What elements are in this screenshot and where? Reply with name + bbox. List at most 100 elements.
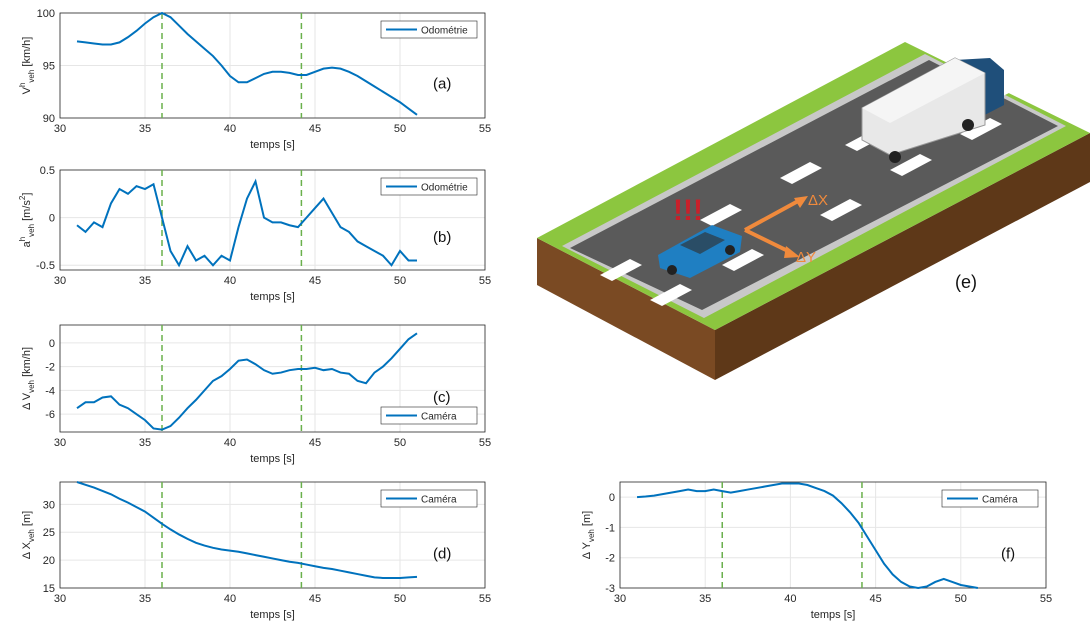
- y-axis-label-part: Δ X: [21, 541, 33, 559]
- soil-right: [715, 133, 1090, 380]
- y-axis-label-part: [m]: [581, 511, 593, 529]
- y-axis-label: Vhveh [km/h]: [18, 37, 36, 95]
- legend-box: [941, 489, 1039, 508]
- chart: 30 35 40 45 50 55 15 20 25 30 temps [s] Δ Xveh [m] (…: [21, 481, 491, 621]
- axes-frame: [59, 481, 486, 589]
- y-tick-label: -1: [605, 522, 615, 534]
- y-tick-label: 20: [43, 555, 55, 567]
- y-axis-label-part: Δ V: [21, 392, 33, 410]
- y-axis-label: ahveh [m/s2]: [18, 193, 36, 248]
- y-axis-label-part: [km/h]: [21, 347, 33, 380]
- x-axis-label: temps [s]: [250, 453, 295, 465]
- y-tick-label: -3: [605, 583, 615, 595]
- legend-label: Caméra: [421, 495, 457, 506]
- legend-box: [380, 20, 478, 39]
- x-tick-label: 30: [54, 123, 66, 135]
- panel-label: (b): [433, 229, 451, 246]
- y-axis-label: Δ Vveh [km/h]: [21, 347, 36, 410]
- x-tick-label: 55: [1040, 593, 1052, 605]
- y-axis-label: Δ Yveh [m]: [581, 511, 596, 559]
- chart: 30 35 40 45 50 55 -0.5 0 0.5 temps [s] ahveh [m/s2…: [18, 165, 491, 303]
- y-tick-label: 0: [49, 338, 55, 350]
- x-tick-label: 50: [955, 593, 967, 605]
- x-tick-label: 45: [309, 275, 321, 287]
- x-tick-label: 40: [784, 593, 796, 605]
- x-tick-label: 45: [309, 593, 321, 605]
- x-tick-label: 45: [869, 593, 881, 605]
- panel-label: (e): [955, 272, 977, 292]
- data-line: [76, 481, 418, 579]
- y-axis-label-part: veh: [27, 70, 36, 83]
- legend-label: Odométrie: [421, 26, 468, 37]
- legend-box: [380, 489, 478, 508]
- warning: !!!: [673, 194, 703, 227]
- y-axis-label-part: Δ Y: [581, 541, 593, 559]
- y-tick-label: 90: [43, 113, 55, 125]
- x-tick-label: 45: [309, 123, 321, 135]
- legend-label: Caméra: [982, 495, 1018, 506]
- x-tick-label: 35: [699, 593, 711, 605]
- data-line: [76, 178, 417, 268]
- x-tick-label: 30: [54, 593, 66, 605]
- x-tick-label: 30: [54, 275, 66, 287]
- chart: 30 35 40 45 50 55 -3 -2 -1 0 temps [s] Δ Yveh [m] (f…: [581, 481, 1052, 621]
- y-tick-label: 0.5: [40, 165, 55, 177]
- arrows: [744, 196, 808, 258]
- x-tick-label: 40: [224, 593, 236, 605]
- x-tick-label: 55: [479, 593, 491, 605]
- x-tick-label: 35: [139, 593, 151, 605]
- y-axis-label-part: [m/s: [21, 200, 33, 224]
- y-axis-label-part: veh: [27, 380, 36, 393]
- x-tick-label: 45: [309, 437, 321, 449]
- x-tick-label: 30: [54, 437, 66, 449]
- x-tick-label: 40: [224, 437, 236, 449]
- panel-label: (c): [433, 389, 451, 406]
- legend-label: Caméra: [421, 412, 457, 423]
- y-axis-label-part: V: [21, 86, 33, 94]
- panel-label: (a): [433, 76, 451, 93]
- x-tick-label: 30: [614, 593, 626, 605]
- y-tick-label: 25: [43, 527, 55, 539]
- x-tick-label: 55: [479, 437, 491, 449]
- x-axis-label: temps [s]: [811, 609, 856, 621]
- y-axis-label-part: 2: [18, 195, 27, 200]
- y-axis-label-part: h: [18, 237, 27, 241]
- x-tick-label: 55: [479, 275, 491, 287]
- x-tick-label: 40: [224, 275, 236, 287]
- data-line: [76, 11, 418, 116]
- axes-frame: [59, 12, 486, 119]
- x-tick-label: 35: [139, 123, 151, 135]
- y-tick-label: -6: [45, 409, 55, 421]
- y-axis-label-part: veh: [587, 529, 596, 542]
- car: [658, 225, 742, 278]
- y-tick-label: -0.5: [36, 260, 55, 272]
- axes-frame: [619, 481, 1047, 589]
- axes-frame: [59, 169, 486, 271]
- legend-label: Odométrie: [421, 183, 468, 194]
- x-tick-label: 50: [394, 275, 406, 287]
- chart: 30 35 40 45 50 55 90 95 100 temps [s] Vhveh [km/h]…: [18, 8, 491, 151]
- y-tick-label: 0: [49, 213, 55, 225]
- y-tick-label: -4: [45, 385, 55, 397]
- x-tick-label: 35: [139, 275, 151, 287]
- y-axis-label-part: [km/h]: [21, 37, 33, 70]
- y-tick-label: 15: [43, 583, 55, 595]
- panel-label: (f): [1001, 545, 1015, 562]
- x-tick-label: 35: [139, 437, 151, 449]
- legend-box: [380, 177, 478, 196]
- y-tick-label: -2: [45, 362, 55, 374]
- arrow-x-label: ΔX: [808, 192, 828, 209]
- y-axis-label-part: veh: [27, 529, 36, 542]
- y-axis-label-part: a: [21, 240, 33, 247]
- y-axis-label-part: h: [18, 83, 27, 87]
- y-axis-label-part: [m]: [21, 511, 33, 529]
- axes-frame: [59, 324, 486, 433]
- chart: 30 35 40 45 50 55 -6 -4 -2 0 temps [s] Δ Vveh [km/h…: [21, 324, 491, 465]
- y-tick-label: 0: [609, 492, 615, 504]
- y-axis-label-part: veh: [27, 224, 36, 237]
- x-tick-label: 50: [394, 123, 406, 135]
- y-axis-label: Δ Xveh [m]: [21, 511, 36, 559]
- x-axis-label: temps [s]: [250, 291, 295, 303]
- legend-box: [380, 406, 478, 425]
